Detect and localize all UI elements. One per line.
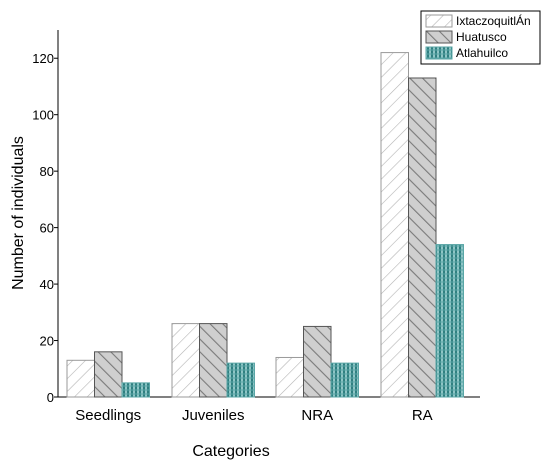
x-axis-title: Categories [192,443,269,460]
legend-swatch [425,14,453,28]
y-tick-label: 20 [40,334,54,349]
y-tick-label: 60 [40,221,54,236]
bar-seedlings-huatusco [94,351,123,398]
legend-swatch [425,30,453,44]
x-labels: Seedlings Juveniles NRA RA [75,407,432,424]
bar-nra-huatusco [303,325,332,398]
y-ticks: 0 20 40 60 80 100 120 [32,51,58,405]
bar-nra-ixtaczoquitln [275,356,304,398]
y-tick-label: 40 [40,277,54,292]
legend-label: Atlahuilco [456,46,508,60]
y-tick-label: 0 [47,390,54,405]
y-tick-label: 80 [40,164,54,179]
x-tick-label: Seedlings [75,407,141,424]
bar-juveniles-ixtaczoquitln [171,323,200,398]
y-tick-label: 100 [32,108,54,123]
legend: IxtaczoquitlÁn Huatusco Atlahuilco [420,10,541,65]
bar-ra-ixtaczoquitln [380,52,409,398]
legend-swatch [425,46,453,60]
bar-juveniles-huatusco [199,323,228,398]
x-tick-label: RA [412,407,433,424]
bars [66,52,464,398]
x-tick-label: Juveniles [182,407,245,424]
bar-juveniles-atlahuilco [226,362,255,398]
bar-seedlings-ixtaczoquitln [66,359,95,398]
y-axis-title: Number of individuals [10,136,27,290]
legend-label: Huatusco [456,30,507,44]
bar-seedlings-atlahuilco [121,382,150,398]
bar-nra-atlahuilco [330,362,359,398]
bar-ra-atlahuilco [435,244,464,398]
y-tick-label: 120 [32,51,54,66]
bar-ra-huatusco [408,77,437,398]
x-tick-label: NRA [301,407,333,424]
legend-label: IxtaczoquitlÁn [456,13,531,28]
